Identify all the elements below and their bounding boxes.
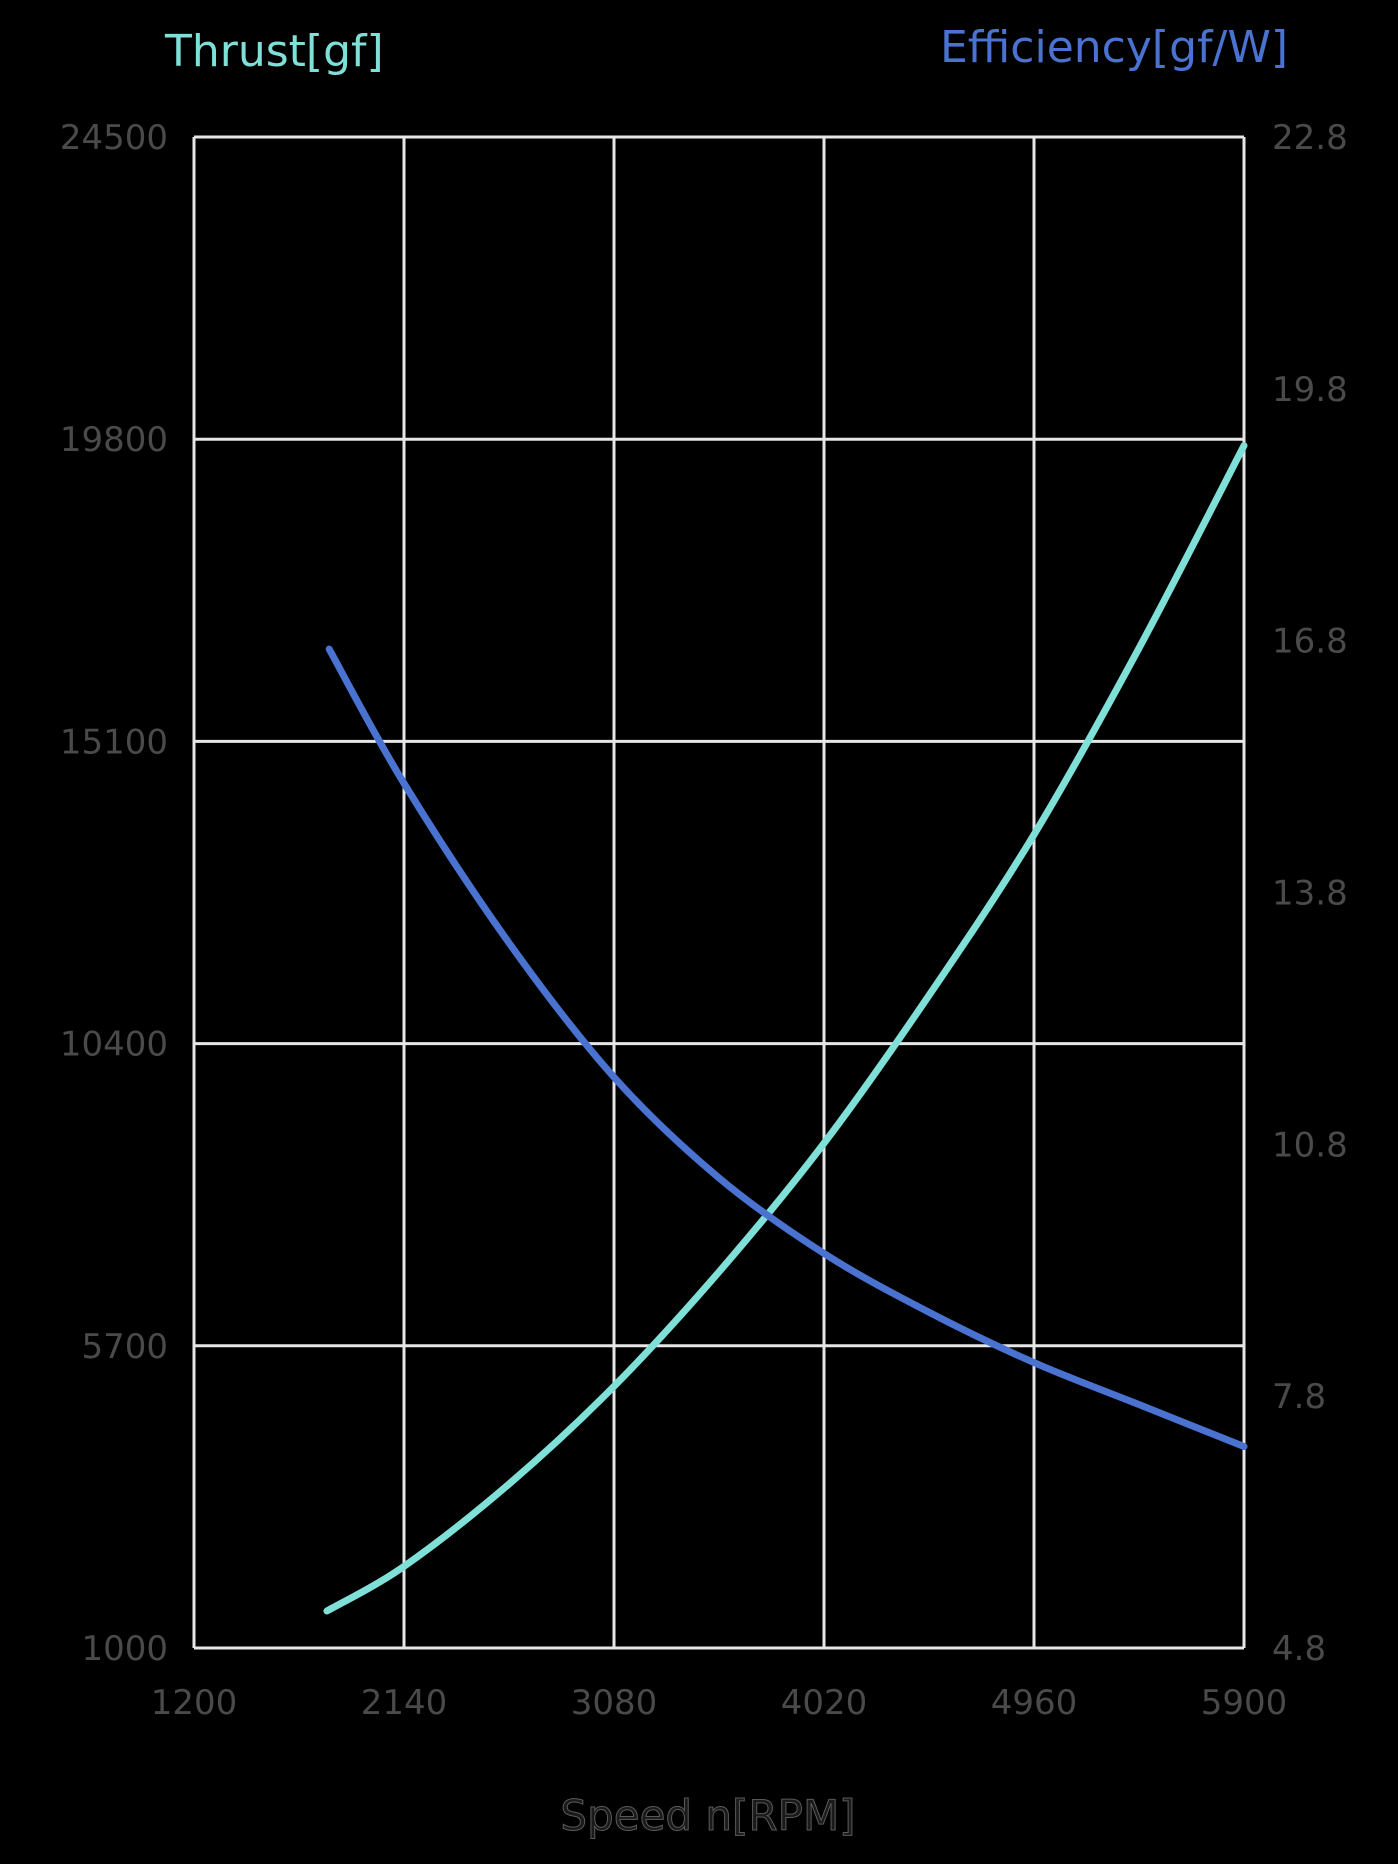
x-tick-label: 3080 — [571, 1683, 658, 1723]
left-y-tick-label: 19800 — [60, 420, 168, 460]
x-tick-label: 5900 — [1201, 1683, 1288, 1723]
left-y-axis-ticks: 1000 5700 10400 15100 19800 24500 — [60, 118, 168, 1669]
grid-lines — [192, 135, 1246, 1650]
right-y-tick-label: 7.8 — [1272, 1377, 1326, 1417]
x-tick-label: 4020 — [781, 1683, 868, 1723]
right-axis-title: Efficiency[gf/W] — [940, 22, 1288, 73]
right-y-tick-label: 10.8 — [1272, 1125, 1348, 1165]
right-y-axis-ticks: 4.8 7.8 10.8 13.8 16.8 19.8 22.8 — [1272, 118, 1348, 1669]
left-y-tick-label: 5700 — [81, 1327, 168, 1367]
x-tick-label: 1200 — [151, 1683, 238, 1723]
thrust-curve — [323, 442, 1248, 1615]
left-y-tick-label: 24500 — [60, 118, 168, 158]
left-y-tick-label: 10400 — [60, 1025, 168, 1065]
left-axis-title: Thrust[gf] — [164, 26, 384, 77]
right-y-tick-label: 22.8 — [1272, 118, 1348, 158]
left-y-tick-label: 15100 — [60, 722, 168, 762]
x-axis-ticks: 1200 2140 3080 4020 4960 5900 — [151, 1683, 1288, 1723]
right-y-tick-label: 16.8 — [1272, 622, 1348, 662]
right-y-tick-label: 4.8 — [1272, 1629, 1326, 1669]
efficiency-curve — [325, 645, 1248, 1451]
right-y-tick-label: 19.8 — [1272, 370, 1348, 410]
x-tick-label: 2140 — [361, 1683, 448, 1723]
x-axis-title: Speed n[RPM] — [560, 1791, 855, 1840]
x-tick-label: 4960 — [991, 1683, 1078, 1723]
left-y-tick-label: 1000 — [81, 1629, 168, 1669]
right-y-tick-label: 13.8 — [1272, 874, 1348, 914]
